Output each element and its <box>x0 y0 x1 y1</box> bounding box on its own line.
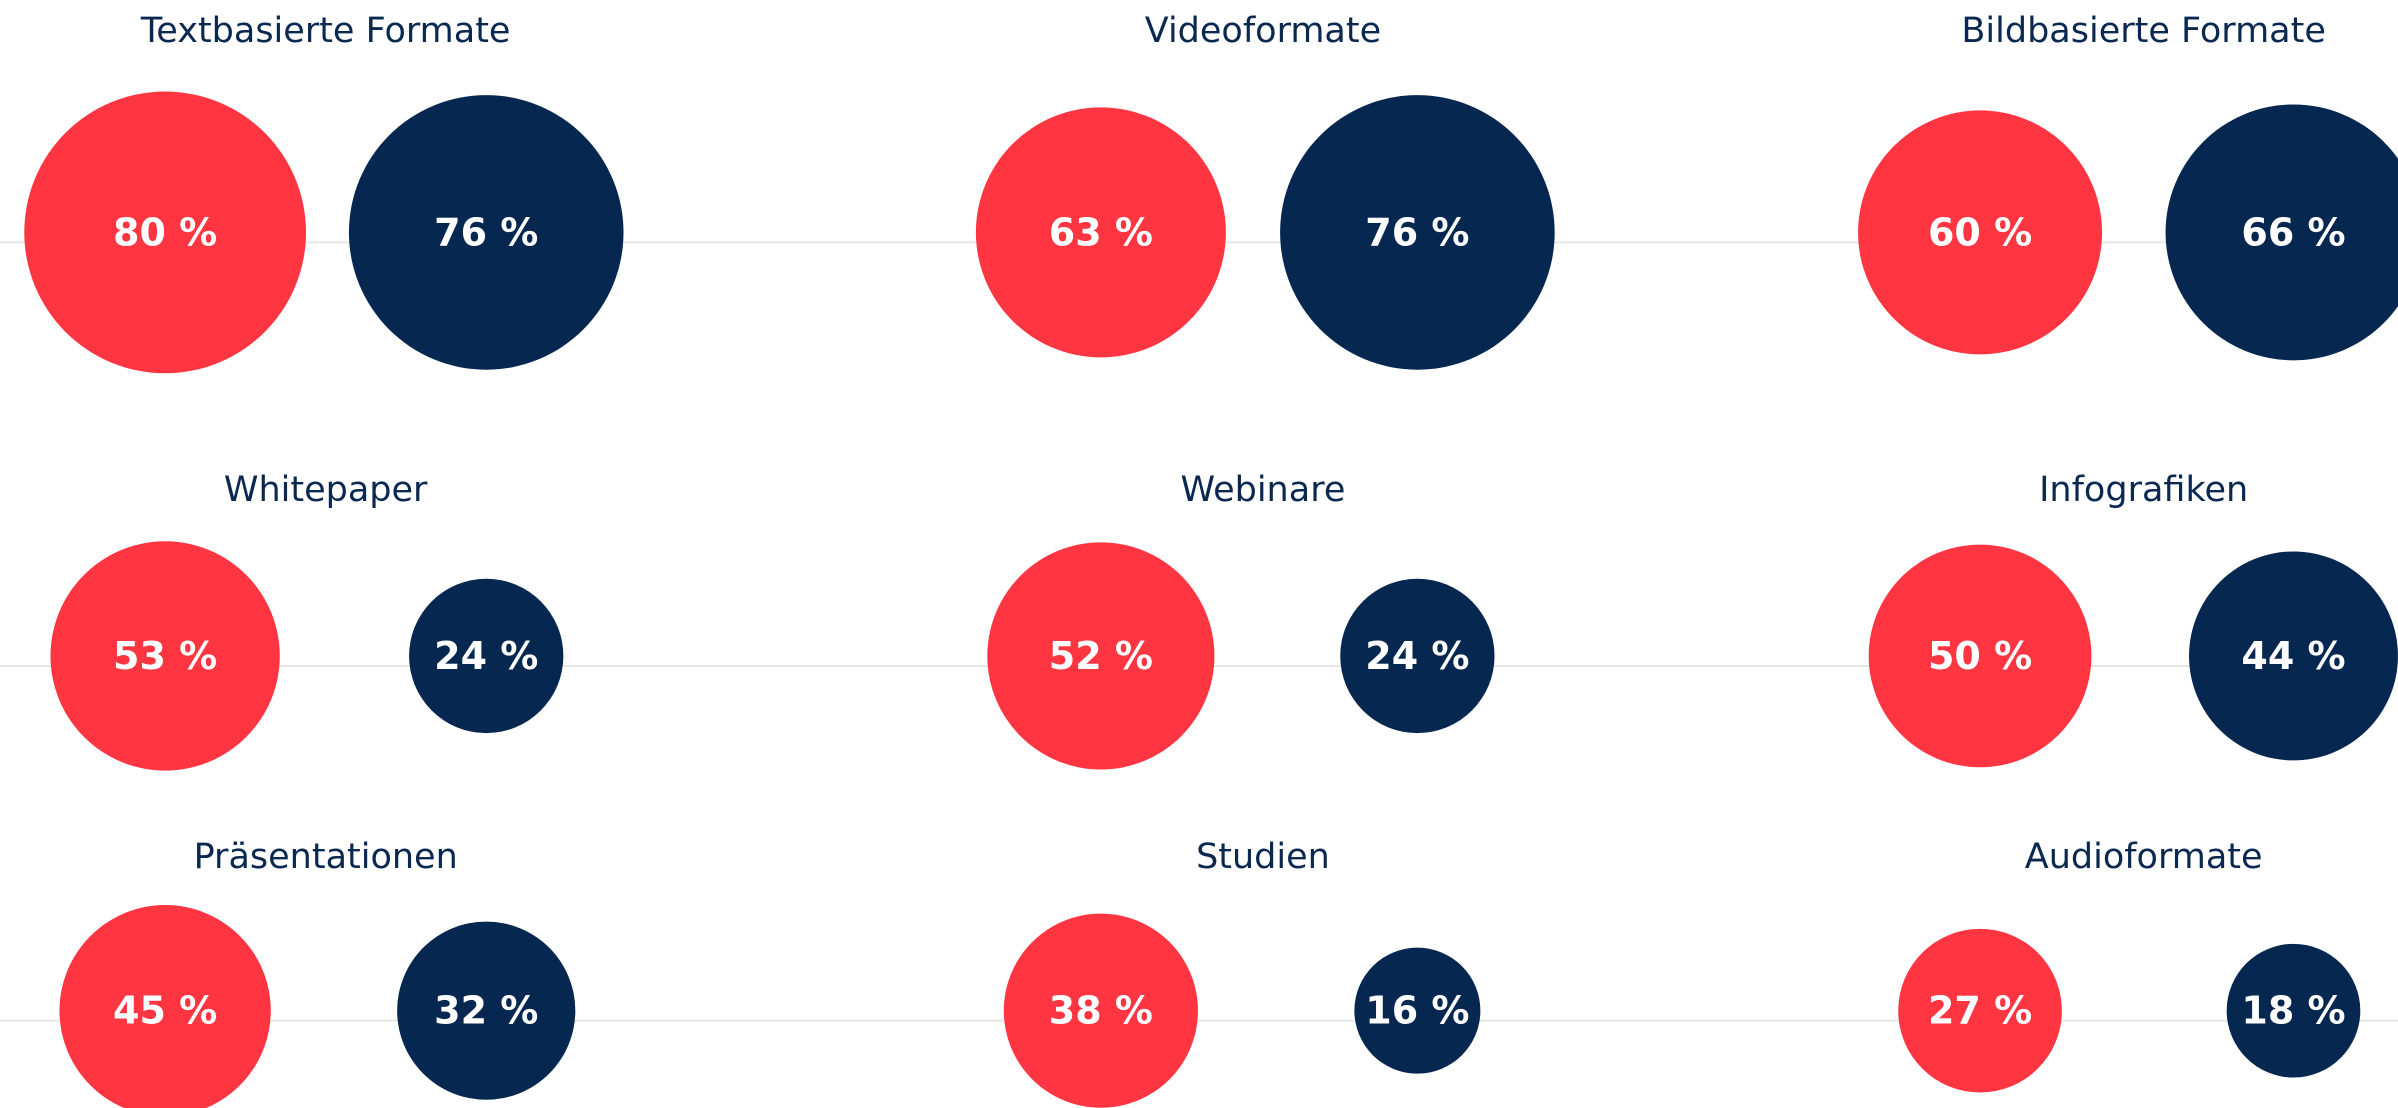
value-label: 24 % <box>434 634 538 678</box>
panel-title: Videoformate <box>1145 11 1381 51</box>
panel-title: Infografiken <box>2039 470 2248 510</box>
panel-title: Audioformate <box>2025 837 2263 877</box>
bubble <box>987 542 1215 770</box>
panel-title: Bildbasierte Formate <box>1961 11 2325 51</box>
value-label: 53 % <box>113 634 217 678</box>
bubble <box>1280 95 1555 370</box>
panel-title: Studien <box>1196 837 1330 877</box>
bubble <box>59 905 271 1108</box>
bubble <box>397 921 576 1100</box>
value-label: 76 % <box>1365 210 1469 254</box>
panel-title: Präsentationen <box>194 837 458 877</box>
bubble <box>1898 928 2062 1093</box>
panel-title: Textbasierte Formate <box>140 11 511 51</box>
bubble <box>2226 943 2361 1078</box>
value-label: 80 % <box>113 210 217 254</box>
bubble <box>24 91 306 374</box>
value-label: 45 % <box>113 989 217 1033</box>
bubble <box>1868 544 2092 768</box>
panel-title: Webinare <box>1181 470 1346 510</box>
bubble <box>975 107 1226 358</box>
bubble <box>1858 110 2103 355</box>
value-label: 44 % <box>2241 634 2345 678</box>
bubble <box>1354 947 1481 1074</box>
bubble <box>50 541 280 771</box>
value-label: 60 % <box>1928 210 2032 254</box>
value-label: 38 % <box>1049 989 1153 1033</box>
bubble <box>1003 913 1198 1108</box>
panels: Textbasierte Formate 80 % 76 % Videoformate… <box>24 11 2398 1108</box>
value-label: 18 % <box>2241 989 2345 1033</box>
value-label: 24 % <box>1365 634 1469 678</box>
bubble <box>348 95 624 370</box>
value-label: 32 % <box>434 989 538 1033</box>
value-label: 76 % <box>434 210 538 254</box>
value-label: 16 % <box>1365 989 1469 1033</box>
value-label: 52 % <box>1049 634 1153 678</box>
bubble <box>409 578 564 734</box>
value-label: 27 % <box>1928 989 2032 1033</box>
value-label: 66 % <box>2241 210 2345 254</box>
value-label: 50 % <box>1928 634 2032 678</box>
panel-title: Whitepaper <box>224 470 428 510</box>
bubble <box>2189 551 2398 761</box>
bubble <box>2165 104 2398 361</box>
value-label: 63 % <box>1049 210 1153 254</box>
bubble <box>1340 578 1495 734</box>
